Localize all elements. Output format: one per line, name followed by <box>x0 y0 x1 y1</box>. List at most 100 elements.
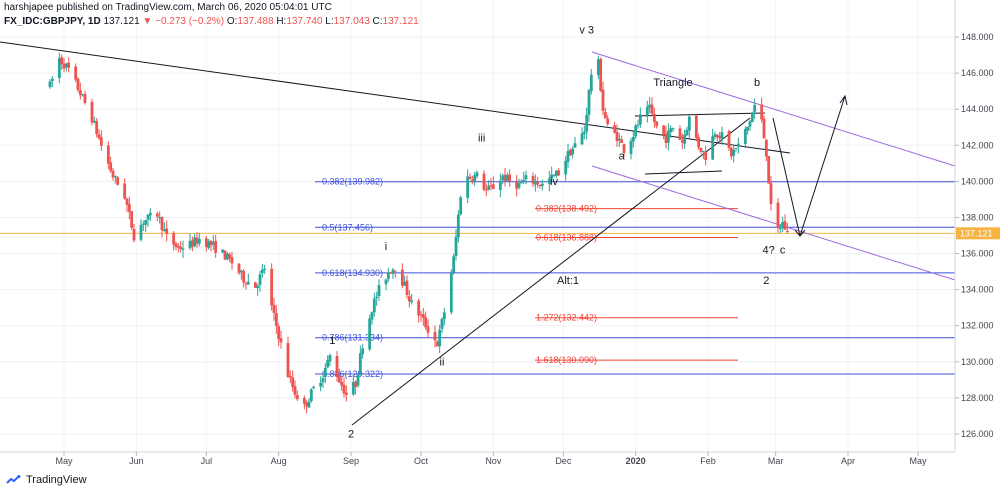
candle-body <box>475 172 479 177</box>
fib-level-blue-label: 0.786(131.334) <box>322 333 383 343</box>
candle-body <box>498 180 502 190</box>
candle-body <box>701 150 705 152</box>
candle-body <box>750 112 754 123</box>
candle-body <box>666 130 670 143</box>
time-axis[interactable]: May Jun Jul Aug Sep Oct Nov Dec 2020 Feb Mar Apr May <box>0 451 955 466</box>
candle-body <box>127 203 131 212</box>
y-tick-label: 128.000 <box>961 393 994 403</box>
candle-body <box>354 381 358 387</box>
candle-body <box>599 58 603 91</box>
candle-body <box>711 136 715 160</box>
candle-body <box>650 104 654 114</box>
candle-body <box>438 329 442 347</box>
candle-body <box>622 143 626 153</box>
candle-body <box>601 89 605 111</box>
x-tick-label: Feb <box>700 456 716 466</box>
fib-level-red-label: 1.618(130.090) <box>536 355 597 365</box>
candle-body <box>522 179 526 182</box>
candle-body <box>767 156 771 184</box>
x-tick-label: 2020 <box>626 456 646 466</box>
y-tick-label: 136.000 <box>961 249 994 259</box>
candle-body <box>144 219 148 225</box>
candle-body <box>580 133 584 145</box>
fib-level-red-label: 0.382(138.492) <box>536 204 597 214</box>
candle-body <box>344 392 348 396</box>
candle-body <box>305 402 309 407</box>
candle-body <box>694 115 698 138</box>
candle-body <box>193 237 197 247</box>
candle-body <box>81 94 85 96</box>
candle-body <box>426 326 430 333</box>
candle-body <box>440 318 444 329</box>
price-axis[interactable]: 148.000 146.000 144.000 142.000 140.000 138.0… <box>954 0 1000 452</box>
candle-body <box>433 331 437 341</box>
candle-body <box>697 137 701 148</box>
y-tick-label: 138.000 <box>961 212 994 222</box>
candle-body <box>683 134 687 144</box>
x-tick-label: Apr <box>841 456 855 466</box>
candle-body <box>704 152 708 161</box>
candle-body <box>326 360 330 368</box>
candle-body <box>484 189 488 191</box>
candle-body <box>337 375 341 383</box>
long-downtrend-line <box>0 41 791 154</box>
candle-body <box>83 94 87 104</box>
candle-body <box>160 217 164 231</box>
candle-body <box>566 151 570 163</box>
tradingview-logo-icon <box>6 475 21 484</box>
candle-body <box>473 175 477 183</box>
candle-body <box>244 283 248 285</box>
candle-body <box>195 237 199 244</box>
candle-body <box>74 66 78 80</box>
candle-body <box>491 184 495 189</box>
current-price-label: 137.121 <box>960 228 993 238</box>
candle-body <box>377 285 381 297</box>
candle-body <box>335 355 339 377</box>
candle-body <box>678 128 682 140</box>
candle-body <box>645 106 649 115</box>
candle-body <box>449 273 453 313</box>
wave-annotations: v 3 Triangle b iii a iv i 4? c Alt:1 2 1 ii 2 <box>329 24 786 440</box>
candle-body <box>762 118 766 139</box>
candle-body <box>720 132 724 139</box>
candle-body <box>743 129 747 144</box>
candle-body <box>221 249 225 253</box>
candle-body <box>48 81 52 88</box>
tradingview-brand[interactable]: TradingView <box>6 474 87 486</box>
arrow-up-icon <box>839 94 848 106</box>
candle-body <box>489 185 493 187</box>
x-tick-label: Mar <box>768 456 784 466</box>
candle-body <box>776 202 780 228</box>
candle-body <box>671 128 675 130</box>
candle-body <box>125 198 129 205</box>
candle-body <box>503 174 507 181</box>
candle-body <box>291 377 295 388</box>
channel-upper-line <box>591 51 956 167</box>
wave-label: a <box>619 151 626 163</box>
candle-body <box>685 129 689 136</box>
candle-body <box>638 114 642 125</box>
y-tick-label: 140.000 <box>961 176 994 186</box>
candle-body <box>67 62 71 68</box>
x-tick-label: May <box>55 456 73 466</box>
candle-body <box>713 134 717 138</box>
candle-body <box>417 300 421 316</box>
x-tick-label: Jun <box>129 456 144 466</box>
candle-body <box>718 136 722 138</box>
candle-body <box>288 375 292 378</box>
candle-body <box>629 140 633 155</box>
candle-body <box>97 134 101 139</box>
projection-down-line <box>772 117 801 237</box>
candle-body <box>228 254 232 259</box>
candle-body <box>515 180 519 189</box>
wave-label: v 3 <box>579 24 594 36</box>
candle-body <box>239 270 243 273</box>
candle-body <box>319 382 323 387</box>
symbol-label[interactable]: FX_IDC:GBPJPY, 1D <box>4 16 101 27</box>
candle-body <box>78 90 82 96</box>
x-tick-label: Dec <box>555 456 572 466</box>
candle-body <box>274 313 278 326</box>
candle-body <box>582 131 586 134</box>
candle-body <box>783 221 787 230</box>
